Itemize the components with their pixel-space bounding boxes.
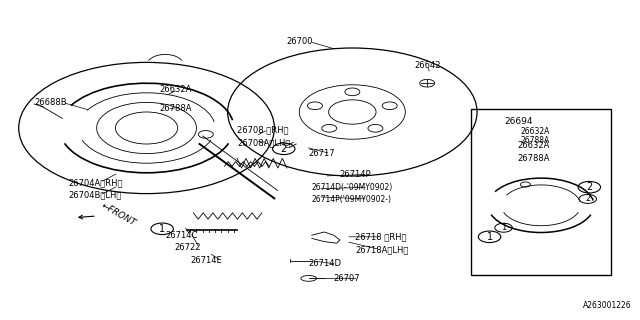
Text: 26788A: 26788A [159, 104, 191, 113]
Text: 2: 2 [280, 144, 287, 154]
Text: 26788A: 26788A [518, 154, 550, 163]
Text: 26714D(-'09MY0902): 26714D(-'09MY0902) [312, 183, 393, 192]
Text: 26708A〈LH〉: 26708A〈LH〉 [237, 138, 291, 147]
Text: 26632A: 26632A [521, 127, 550, 136]
Bar [471, 109, 611, 275]
Text: 26714D: 26714D [308, 260, 342, 268]
Text: 26632A: 26632A [518, 141, 550, 150]
Text: 2: 2 [585, 195, 590, 204]
Text: 1: 1 [486, 232, 493, 242]
Text: 26788A: 26788A [521, 136, 550, 145]
Text: 26714C: 26714C [165, 231, 198, 240]
Text: 26642: 26642 [415, 61, 441, 70]
Text: 2: 2 [586, 182, 593, 192]
Text: 26632A: 26632A [159, 85, 191, 94]
Text: 26714P('09MY0902-): 26714P('09MY0902-) [312, 195, 392, 204]
Text: 26718 〈RH〉: 26718 〈RH〉 [355, 232, 407, 241]
Text: 26714E: 26714E [190, 256, 222, 265]
Text: A263001226: A263001226 [583, 301, 632, 310]
Text: 26700: 26700 [287, 37, 314, 46]
Text: 26707: 26707 [333, 274, 360, 283]
Text: 26717: 26717 [308, 149, 335, 158]
Text: 26704A〈RH〉: 26704A〈RH〉 [68, 178, 123, 187]
Text: 26718A〈LH〉: 26718A〈LH〉 [355, 245, 409, 254]
Text: 26694: 26694 [504, 117, 532, 126]
Text: 26704B〈LH〉: 26704B〈LH〉 [68, 191, 122, 200]
Text: 1: 1 [501, 223, 506, 232]
Text: 26714P: 26714P [340, 170, 371, 179]
Text: 1: 1 [159, 224, 165, 234]
Text: 26722: 26722 [175, 244, 201, 252]
Text: ←FRONT: ←FRONT [79, 201, 138, 228]
Text: 26708 〈RH〉: 26708 〈RH〉 [237, 125, 289, 134]
Text: 26688B: 26688B [35, 98, 67, 107]
